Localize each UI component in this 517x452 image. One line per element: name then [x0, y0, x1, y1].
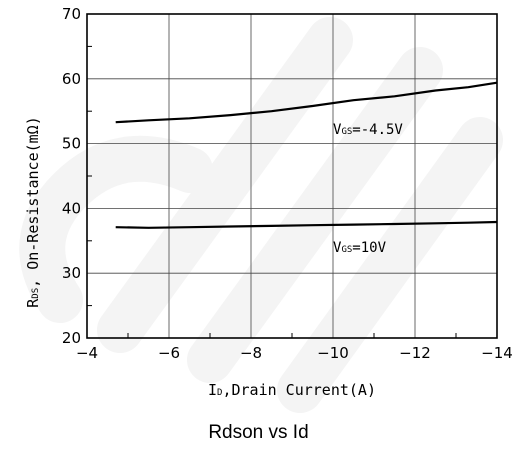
- x-tick-label: −14: [481, 344, 513, 362]
- x-axis-ticks: −4 −6 −8 −10 −12 −14: [76, 333, 513, 362]
- x-tick-label: −8: [240, 344, 262, 362]
- series-line-2: [115, 220, 498, 229]
- watermark-stroke: [19, 135, 213, 323]
- watermark-stroke: [187, 47, 443, 383]
- y-tick-label: 40: [62, 199, 81, 217]
- y-axis-label: RDS, On-Resistance(mΩ): [24, 116, 42, 307]
- x-tick-label: −10: [317, 344, 349, 362]
- y-axis-ticks: 20 30 40 50 60 70: [62, 5, 92, 347]
- y-tick-label: 30: [62, 264, 81, 282]
- background-watermark: [19, 17, 503, 413]
- watermark-stroke: [277, 117, 503, 413]
- series-label-2: VGS=10V: [333, 240, 387, 256]
- x-tick-label: −12: [399, 344, 431, 362]
- x-tick-label: −6: [158, 344, 180, 362]
- y-tick-label: 70: [62, 5, 81, 23]
- series-annotations: VGS=-4.5V VGS=10V: [333, 122, 403, 256]
- chart-caption: Rdson vs Id: [208, 422, 309, 443]
- y-tick-label: 60: [62, 70, 81, 88]
- x-tick-label: −4: [76, 344, 98, 362]
- data-series: [115, 81, 498, 229]
- y-tick-label: 20: [62, 329, 81, 347]
- grid-lines: [87, 14, 497, 338]
- series-label-1: VGS=-4.5V: [333, 122, 403, 138]
- y-tick-label: 50: [62, 135, 81, 153]
- x-axis-label: ID,Drain Current(A): [208, 381, 376, 399]
- series-line-1: [115, 81, 498, 124]
- watermark-stroke: [97, 17, 353, 353]
